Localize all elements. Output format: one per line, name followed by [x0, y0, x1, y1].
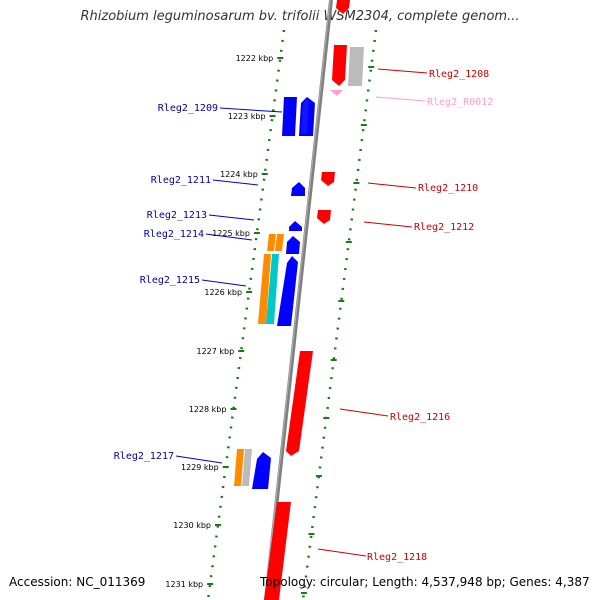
- gene-label-rleg2-1216[interactable]: Rleg2_1216: [390, 412, 450, 423]
- gene-label-rleg2-1217[interactable]: Rleg2_1217: [114, 451, 174, 462]
- gene-rleg2-1213[interactable]: [289, 221, 302, 231]
- gene-rleg2-1212[interactable]: [317, 210, 331, 224]
- gene-label-rleg2-r0012[interactable]: Rleg2_R0012: [427, 97, 493, 108]
- gene-label-rleg2-1214[interactable]: Rleg2_1214: [144, 229, 204, 240]
- gene-label-rleg2-1210[interactable]: Rleg2_1210: [418, 183, 478, 194]
- ruler-label: 1230 kbp: [173, 521, 211, 530]
- gene-label-rleg2-1211[interactable]: Rleg2_1211: [151, 175, 211, 186]
- ruler-label: 1225 kbp: [212, 229, 250, 238]
- gene-rleg2-1216[interactable]: [286, 351, 313, 456]
- gene-rleg2-1210[interactable]: [321, 172, 335, 186]
- gene-label-rleg2-1215[interactable]: Rleg2_1215: [140, 275, 200, 286]
- gene-rleg2-1209[interactable]: [282, 97, 315, 136]
- gene-label-rleg2-1212[interactable]: Rleg2_1212: [414, 222, 474, 233]
- gene-label-rleg2-1208[interactable]: Rleg2_1208: [429, 69, 489, 80]
- ruler-label: 1226 kbp: [204, 288, 242, 297]
- ruler-label: 1224 kbp: [220, 170, 258, 179]
- gene-rleg2-r0012[interactable]: [330, 90, 343, 96]
- gene-rleg2-1211[interactable]: [291, 182, 305, 196]
- ruler-label: 1231 kbp: [165, 580, 203, 589]
- accession-label: Accession: NC_011369: [9, 575, 146, 589]
- genome-backbone-highlight: [264, 0, 331, 600]
- gene-rleg2-1217[interactable]: [234, 449, 271, 489]
- ruler-label: 1223 kbp: [228, 112, 266, 121]
- gene-rleg2-1215[interactable]: [258, 254, 298, 326]
- ruler-label: 1228 kbp: [189, 405, 227, 414]
- gene-rleg2-1214[interactable]: [267, 234, 284, 251]
- ruler-label: 1222 kbp: [236, 54, 274, 63]
- gene-rleg2-1218[interactable]: [264, 502, 291, 600]
- gene-label-rleg2-1218[interactable]: Rleg2_1218: [367, 552, 427, 563]
- ruler-label: 1229 kbp: [181, 463, 219, 472]
- genome-backbone: [264, 0, 333, 600]
- gene-label-rleg2-1209[interactable]: Rleg2_1209: [158, 103, 218, 114]
- gene-rleg2-1208-top[interactable]: [336, 0, 350, 14]
- gene-rleg2-1214b[interactable]: [286, 236, 300, 254]
- map-title: Rhizobium leguminosarum bv. trifolii WSM…: [80, 9, 520, 24]
- ruler-label: 1227 kbp: [196, 347, 234, 356]
- leader-lines: [175, 68, 428, 557]
- topology-label: Topology: circular; Length: 4,537,948 bp…: [260, 575, 590, 589]
- gene-rleg2-1208[interactable]: [332, 45, 364, 86]
- gene-label-rleg2-1213[interactable]: Rleg2_1213: [147, 210, 207, 221]
